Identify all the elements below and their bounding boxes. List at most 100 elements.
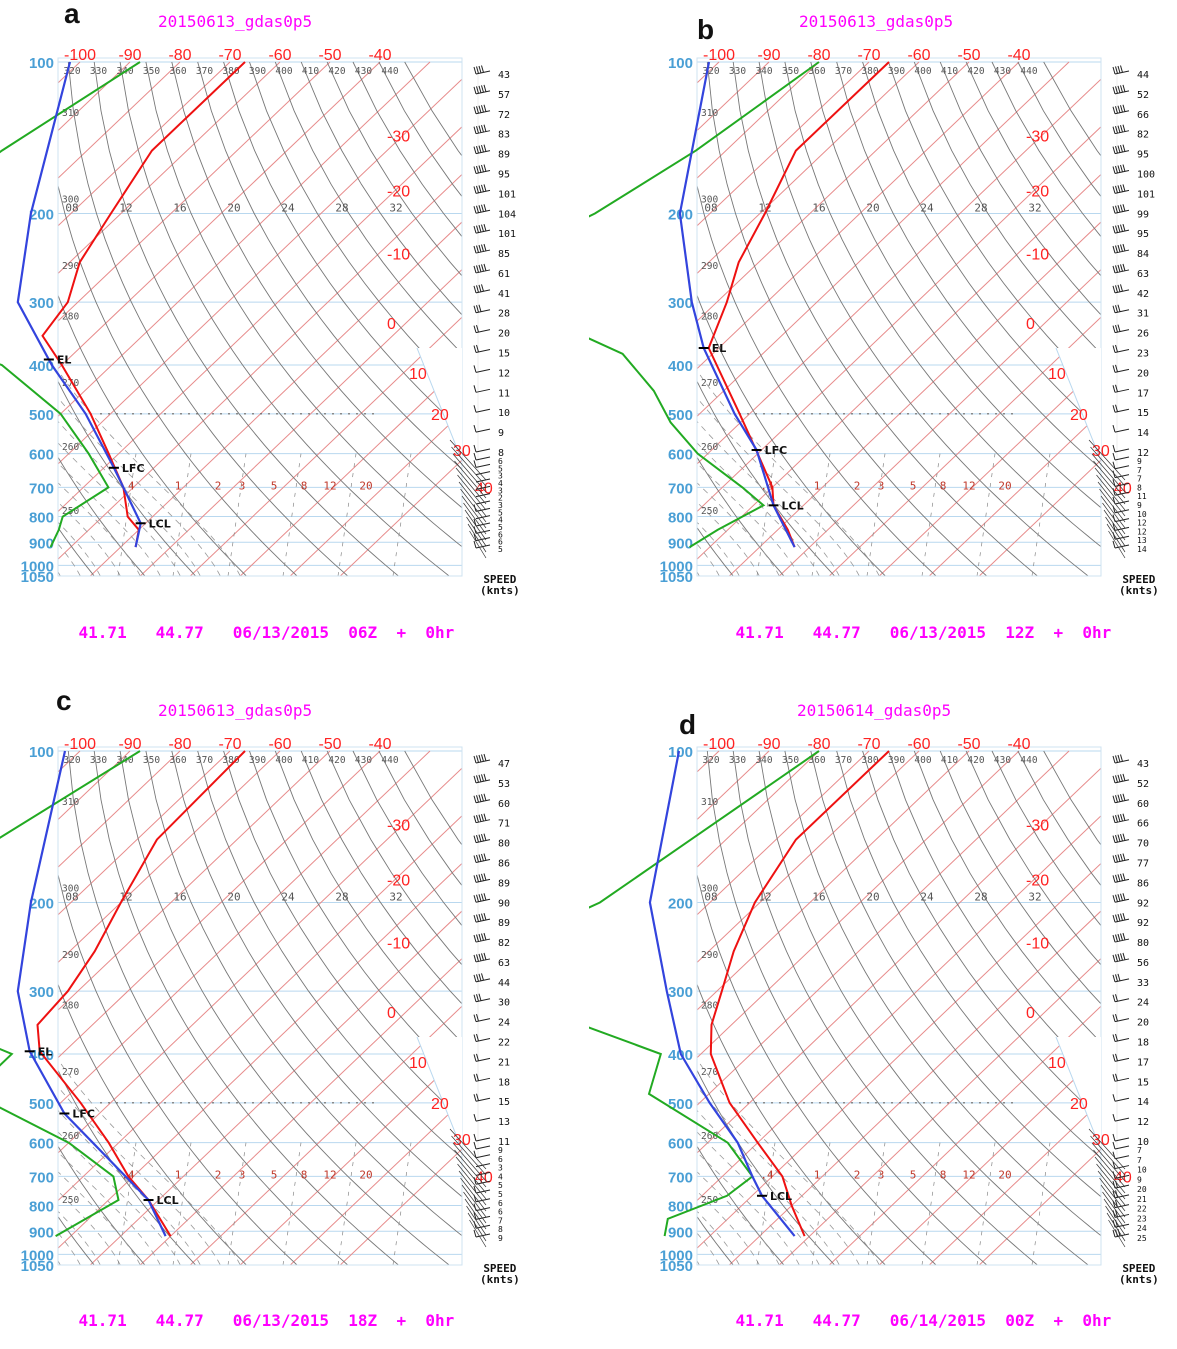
dry-adiabat-line xyxy=(630,62,835,576)
wind-barb-flag xyxy=(1121,185,1123,192)
dry-adiabat-line xyxy=(172,751,551,1265)
wind-barb-flag xyxy=(474,166,476,173)
wind-barb-flag xyxy=(1113,346,1115,353)
dry-adiabat-line xyxy=(589,62,632,576)
wind-barb-flag xyxy=(484,244,486,251)
wind-barb xyxy=(1113,1014,1129,1022)
wind-barb xyxy=(474,345,490,353)
wind-barb xyxy=(474,204,490,213)
footer-plus: + xyxy=(1053,623,1063,642)
wind-barb-flag xyxy=(1118,165,1120,172)
dry-adiabat-line xyxy=(602,751,784,1265)
moist-adiabat-line xyxy=(0,214,20,577)
wind-barb-flag xyxy=(1123,204,1125,211)
wind-barb-flag xyxy=(1113,1134,1115,1141)
mixing-ratio-label: .4 xyxy=(760,1168,774,1181)
wind-barb-flag xyxy=(474,147,476,154)
wind-speed-label: 44 xyxy=(1137,70,1149,81)
wind-barb-flag xyxy=(1123,913,1125,920)
wind-barb-flag xyxy=(474,1134,476,1141)
wind-barb-flag xyxy=(474,266,476,273)
wind-barb-flag xyxy=(1113,915,1115,922)
wind-speed-label: 66 xyxy=(1137,110,1149,121)
mixing-ratio-label: 1 xyxy=(814,479,821,492)
wind-speed-label: 4 xyxy=(498,1172,503,1181)
speed-label-line2: (knts) xyxy=(1119,1274,1159,1285)
wind-speed-label: 24 xyxy=(1137,998,1149,1009)
wind-barb-flag xyxy=(1113,425,1115,432)
moist-adiabat-line xyxy=(589,903,619,1266)
isotherm-right-label: -20 xyxy=(1026,872,1049,889)
wind-barb-flag xyxy=(479,106,481,113)
wind-barb xyxy=(1113,425,1129,432)
wind-speed-label: 20 xyxy=(1137,1185,1147,1194)
theta-top-label: 370 xyxy=(196,755,213,766)
wind-barb-flag xyxy=(1118,795,1120,802)
wind-barb xyxy=(1113,405,1129,413)
theta-top-label: 400 xyxy=(914,66,931,77)
wind-speed-label: 5 xyxy=(498,1181,503,1190)
wind-barb-flag xyxy=(1113,836,1115,843)
wind-speed-label: 7 xyxy=(1137,1156,1142,1165)
wind-speed-label: 72 xyxy=(498,110,510,121)
dry-adiabat-line xyxy=(589,62,683,576)
theta-top-label: 410 xyxy=(302,755,319,766)
mixing-ratio-label: 2 xyxy=(854,479,861,492)
wind-barb-flag xyxy=(482,165,484,172)
wind-barb-flag xyxy=(1113,855,1115,862)
mixing-ratio-label: 12 xyxy=(962,479,975,492)
footer-lon: 44.77 xyxy=(813,623,861,642)
theta-top-label: 370 xyxy=(196,66,213,77)
isotherm-top-label: -60 xyxy=(907,47,930,64)
isotherm-right-label: 10 xyxy=(1048,1055,1066,1072)
theta-top-label: 420 xyxy=(328,66,345,77)
mixing-ratio-line xyxy=(393,1143,411,1265)
wind-barb-flag xyxy=(474,1230,476,1237)
wind-barb-flag xyxy=(482,205,484,212)
wind-speed-label: 71 xyxy=(498,819,510,830)
wind-speed-label: 56 xyxy=(1137,958,1149,969)
wind-barb-flag xyxy=(1113,286,1115,293)
theta-top-label: 360 xyxy=(169,755,186,766)
mixing-ratio-label: 5 xyxy=(271,479,278,492)
wind-speed-label: 90 xyxy=(498,898,510,909)
wind-barb-flag xyxy=(479,86,481,93)
wind-barb-flag xyxy=(474,445,476,452)
theta-top-label: 440 xyxy=(1020,755,1037,766)
moist-adiabat-line xyxy=(0,903,20,1266)
wind-barb-flag xyxy=(1113,935,1115,942)
isotherm-line xyxy=(0,751,380,1265)
isotherm-line xyxy=(589,751,1019,1265)
isotherm-top-label: -90 xyxy=(757,736,780,753)
theta-top-label: 350 xyxy=(143,66,160,77)
dry-adiabat-line xyxy=(0,62,44,576)
isotherm-line xyxy=(589,62,669,576)
theta-left-label: 310 xyxy=(701,108,718,119)
wind-barb xyxy=(474,224,490,233)
dewpoint-profile-line xyxy=(589,62,819,547)
wind-barb-flag xyxy=(1113,67,1115,74)
wind-speed-label: 89 xyxy=(498,150,510,161)
theta-top-label: 400 xyxy=(275,66,292,77)
wind-barb-flag xyxy=(1118,305,1120,312)
theta-top-label: 440 xyxy=(1020,66,1037,77)
moist-adiabat-line xyxy=(589,903,679,1266)
wind-barb-flag xyxy=(1113,776,1115,783)
pressure-tick-label: 1050 xyxy=(21,569,54,586)
theta-top-label: 430 xyxy=(994,66,1011,77)
wind-barb-flag xyxy=(1113,306,1115,313)
mixing-ratio-line xyxy=(118,1143,136,1265)
wind-barb xyxy=(474,145,490,154)
wind-barb xyxy=(1113,523,1129,530)
wind-barb xyxy=(1113,834,1129,843)
isotherm-right-label: -30 xyxy=(387,818,410,835)
wind-barb-flag xyxy=(484,164,486,171)
plot-area xyxy=(589,751,1177,1265)
wind-barb xyxy=(474,385,490,392)
wind-barb-flag xyxy=(482,125,484,132)
wind-barb-flag xyxy=(1113,1142,1115,1149)
wind-speed-label: 14 xyxy=(1137,1097,1149,1108)
isotherm-top-label: -40 xyxy=(368,47,391,64)
wind-speed-label: 41 xyxy=(498,289,510,300)
wind-barb xyxy=(1113,145,1129,154)
